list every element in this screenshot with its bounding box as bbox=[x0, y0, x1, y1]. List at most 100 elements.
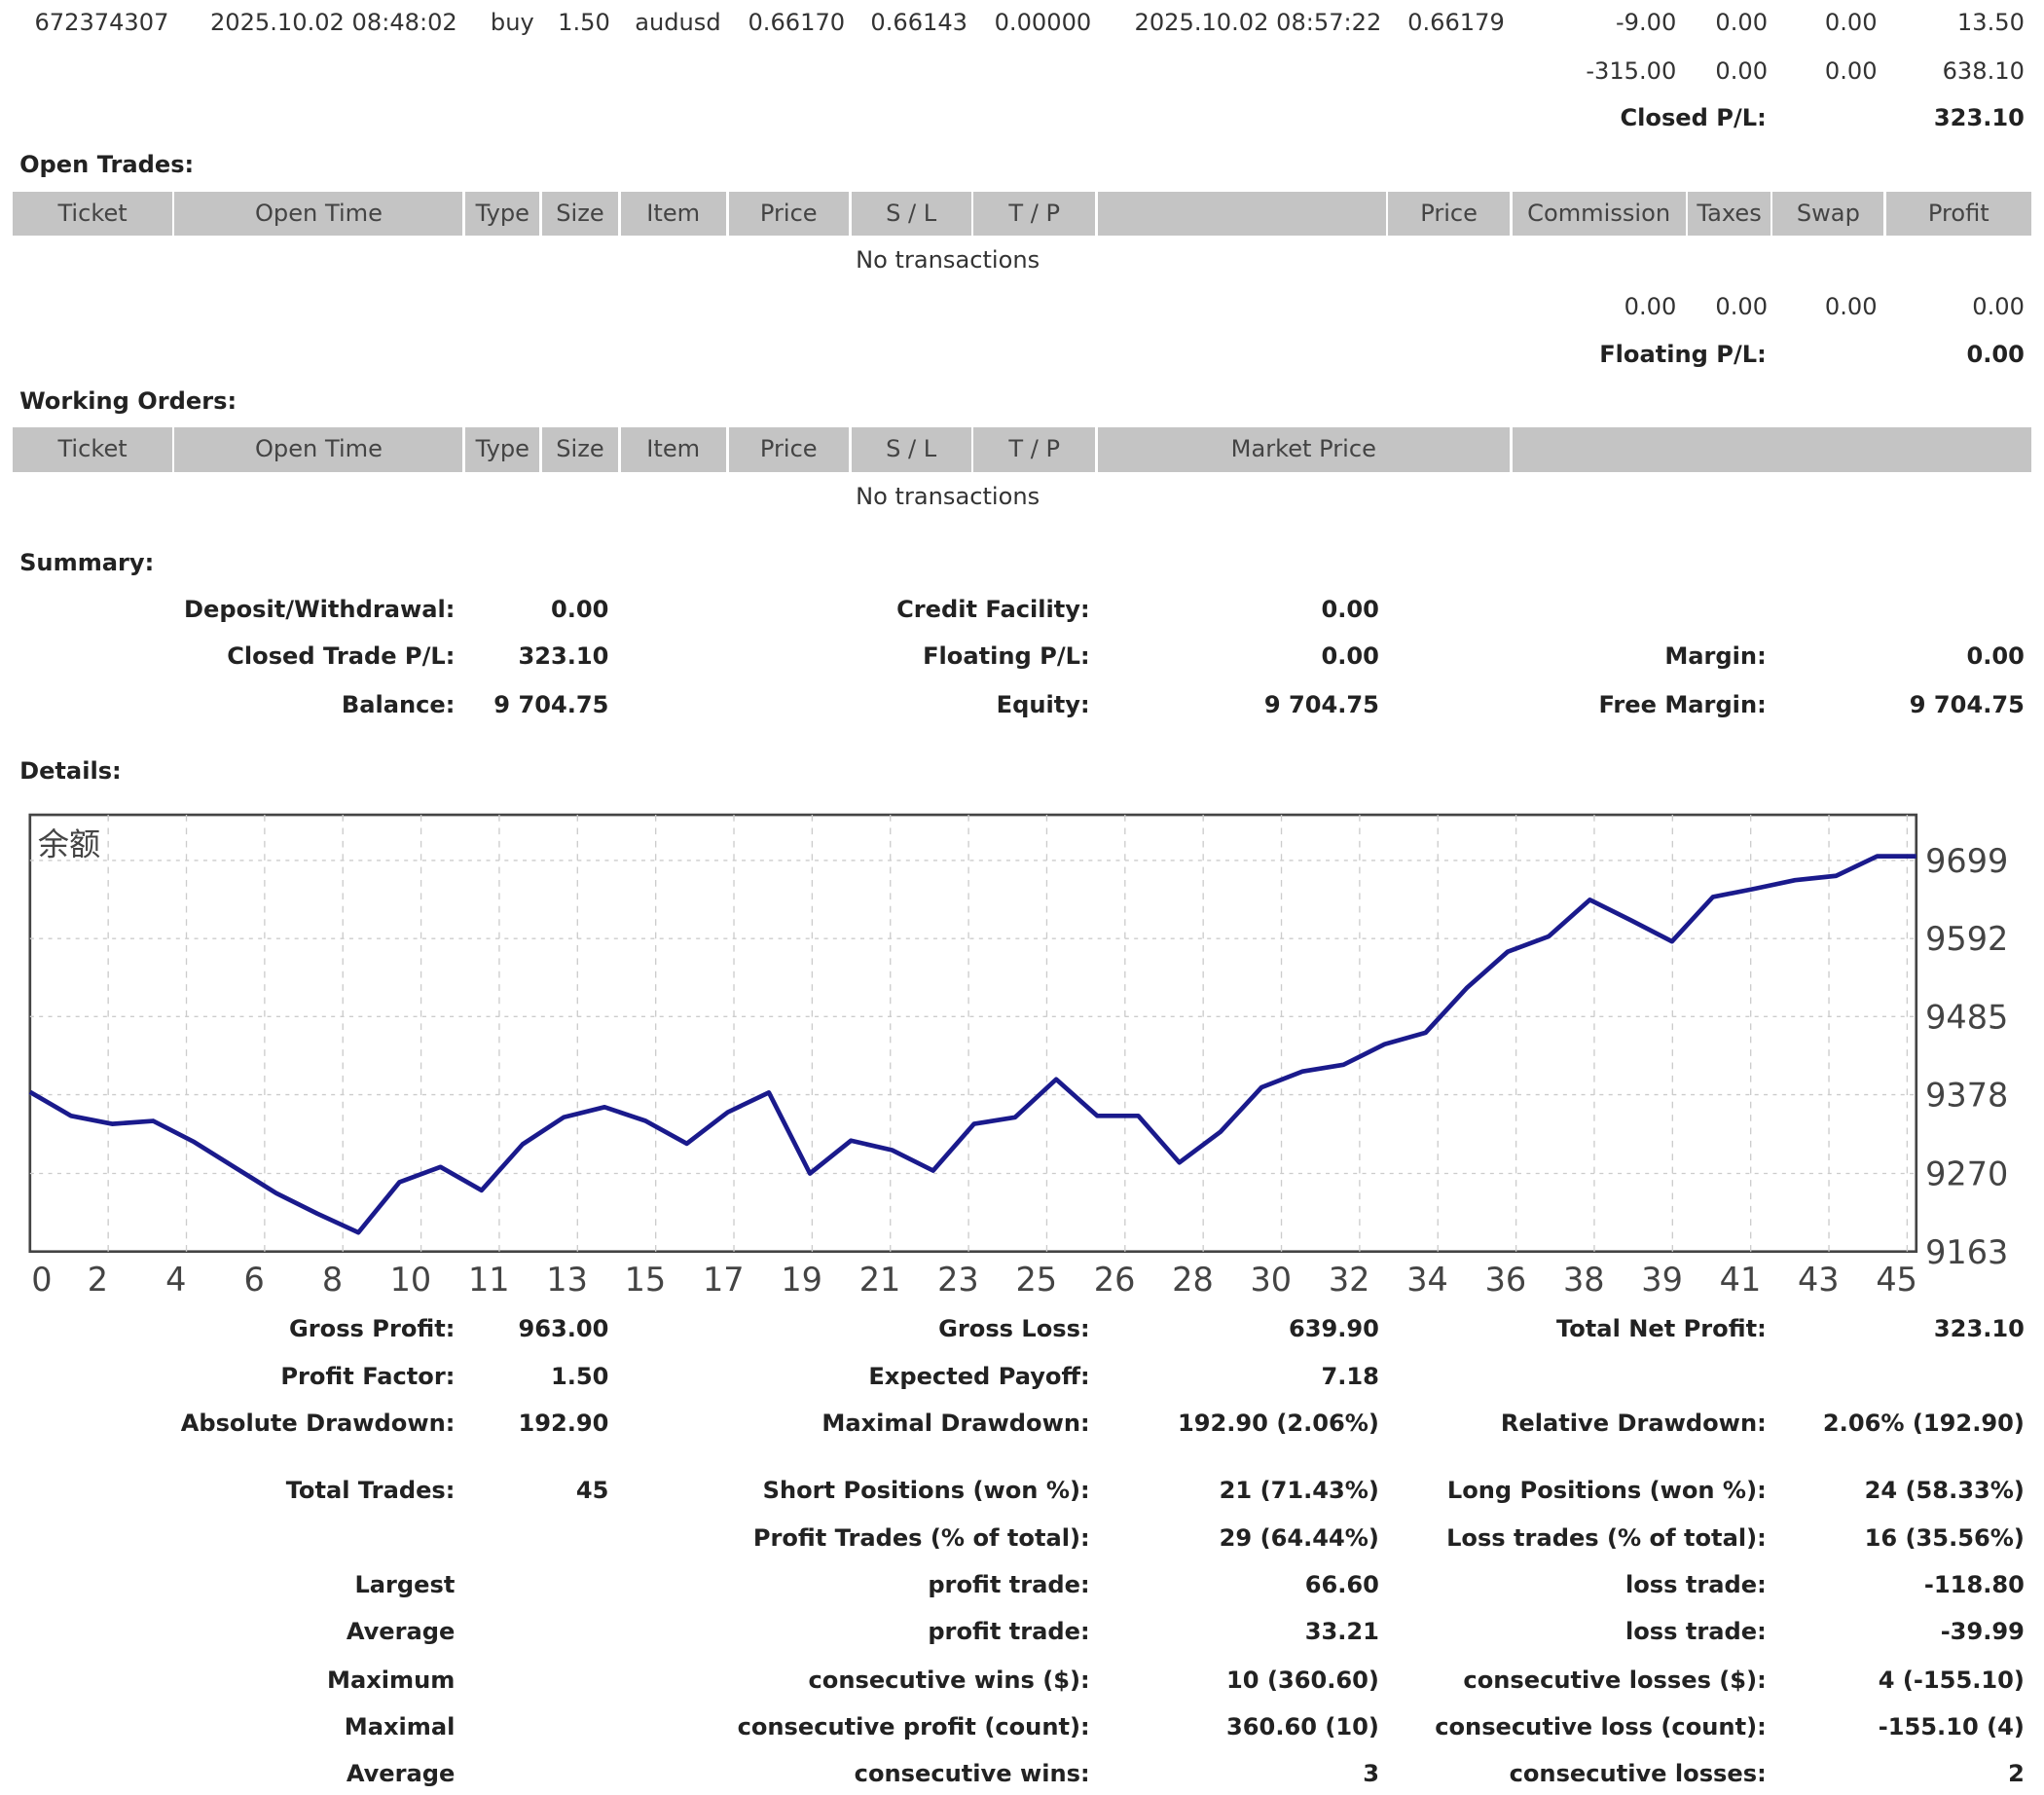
stat-value-2: 192.90 (2.06%) bbox=[1177, 1409, 1379, 1437]
x-tick-label: 6 bbox=[244, 1261, 265, 1299]
stat-value-2: 639.90 bbox=[1288, 1315, 1379, 1343]
open-swap: 0.00 bbox=[1824, 293, 1878, 321]
total-taxes: 0.00 bbox=[1715, 56, 1769, 85]
col-item: Item bbox=[620, 427, 726, 472]
open-time-cell: 2025.10.02 08:48:02 bbox=[209, 9, 457, 37]
stat-value-2: 33.21 bbox=[1304, 1618, 1379, 1646]
open-trades-empty: No transactions bbox=[856, 246, 1040, 275]
stat-label-1: Average bbox=[346, 1760, 456, 1788]
x-tick-label: 41 bbox=[1720, 1261, 1762, 1299]
stat-value-2: 21 (71.43%) bbox=[1219, 1477, 1379, 1505]
open-commission: 0.00 bbox=[1624, 293, 1677, 321]
y-tick-label: 9485 bbox=[1925, 998, 2008, 1036]
stat-value-2: 3 bbox=[1363, 1760, 1379, 1788]
credit-value: 0.00 bbox=[1321, 596, 1379, 624]
stat-value-2: 7.18 bbox=[1321, 1362, 1379, 1390]
total-commission: -315.00 bbox=[1586, 56, 1677, 85]
details-title: Details: bbox=[19, 757, 122, 786]
y-tick-label: 9592 bbox=[1925, 920, 2008, 958]
closed-trade-value: 323.10 bbox=[518, 642, 609, 671]
stat-label-2: Expected Payoff: bbox=[868, 1362, 1090, 1390]
open-trades-title: Open Trades: bbox=[19, 151, 195, 179]
x-tick-label: 28 bbox=[1172, 1261, 1214, 1299]
col-open-time: Open Time bbox=[174, 427, 463, 472]
price-cell: 0.66170 bbox=[748, 9, 846, 37]
free-margin-value: 9 704.75 bbox=[1909, 690, 2025, 718]
chart-title: 余额 bbox=[38, 826, 100, 863]
x-tick-label: 30 bbox=[1251, 1261, 1293, 1299]
x-tick-label: 23 bbox=[937, 1261, 979, 1299]
profit-cell: 13.50 bbox=[1956, 9, 2025, 37]
stat-value-1: 963.00 bbox=[518, 1315, 609, 1343]
x-tick-label: 10 bbox=[390, 1261, 432, 1299]
y-tick-label: 9699 bbox=[1925, 842, 2008, 880]
stat-label-1: Gross Profit: bbox=[289, 1315, 456, 1343]
floating-pl-label: Floating P/L: bbox=[1599, 340, 1767, 368]
x-tick-label: 19 bbox=[781, 1261, 822, 1299]
stat-label-3: Relative Drawdown: bbox=[1500, 1409, 1767, 1437]
stat-value-1: 1.50 bbox=[550, 1362, 609, 1390]
summary-title: Summary: bbox=[19, 548, 155, 576]
balance-label: Balance: bbox=[341, 690, 456, 718]
x-tick-label: 0 bbox=[31, 1261, 52, 1299]
x-tick-label: 11 bbox=[468, 1261, 510, 1299]
stat-value-1: 45 bbox=[575, 1477, 609, 1505]
col-tp: T / P bbox=[973, 191, 1095, 237]
col-ticket: Ticket bbox=[13, 427, 172, 472]
x-tick-label: 32 bbox=[1329, 1261, 1370, 1299]
stat-label-1: Absolute Drawdown: bbox=[180, 1409, 456, 1437]
floating-value: 0.00 bbox=[1321, 642, 1379, 671]
balance-line bbox=[28, 854, 1916, 1235]
open-profit: 0.00 bbox=[1972, 293, 2025, 321]
x-tick-label: 13 bbox=[546, 1261, 588, 1299]
col-price: Price bbox=[728, 191, 849, 237]
x-tick-label: 15 bbox=[625, 1261, 667, 1299]
working-orders-empty: No transactions bbox=[856, 482, 1040, 510]
stat-label-2: consecutive profit (count): bbox=[737, 1712, 1090, 1740]
stat-label-3: consecutive losses: bbox=[1509, 1760, 1767, 1788]
stat-label-1: Maximal bbox=[344, 1712, 456, 1740]
y-tick-label: 9378 bbox=[1925, 1077, 2008, 1115]
closed-trade-label: Closed Trade P/L: bbox=[227, 642, 456, 671]
stat-value-3: -155.10 (4) bbox=[1878, 1712, 2025, 1740]
stat-label-2: profit trade: bbox=[928, 1618, 1090, 1646]
stat-value-3: 2.06% (192.90) bbox=[1822, 1409, 2025, 1437]
col-ticket: Ticket bbox=[13, 191, 172, 237]
col-size: Size bbox=[542, 191, 618, 237]
deposit-label: Deposit/Withdrawal: bbox=[184, 596, 456, 624]
closed-pl-label: Closed P/L: bbox=[1620, 104, 1767, 132]
total-swap: 0.00 bbox=[1824, 56, 1878, 85]
col-price-2: Price bbox=[1388, 191, 1510, 237]
stat-label-3: consecutive losses ($): bbox=[1463, 1666, 1767, 1694]
tp-cell: 0.00000 bbox=[994, 9, 1092, 37]
x-tick-label: 36 bbox=[1485, 1261, 1527, 1299]
x-tick-label: 2 bbox=[88, 1261, 108, 1299]
stat-value-3: 24 (58.33%) bbox=[1864, 1477, 2025, 1505]
col-sl: S / L bbox=[851, 191, 971, 237]
close-price-cell: 0.66179 bbox=[1407, 9, 1505, 37]
equity-label: Equity: bbox=[996, 690, 1090, 718]
stat-label-2: consecutive wins: bbox=[854, 1760, 1090, 1788]
margin-value: 0.00 bbox=[1966, 642, 2025, 671]
x-tick-label: 34 bbox=[1406, 1261, 1448, 1299]
stat-value-2: 10 (360.60) bbox=[1226, 1666, 1379, 1694]
col-sl: S / L bbox=[851, 427, 971, 472]
y-tick-label: 9270 bbox=[1925, 1155, 2008, 1193]
stat-value-2: 66.60 bbox=[1304, 1570, 1379, 1598]
item-cell: audusd bbox=[635, 9, 721, 37]
working-orders-title: Working Orders: bbox=[19, 386, 237, 415]
total-profit: 638.10 bbox=[1942, 56, 2025, 85]
stat-value-3: -118.80 bbox=[1923, 1570, 2025, 1598]
stat-label-3: consecutive loss (count): bbox=[1435, 1712, 1767, 1740]
ticket-cell: 672374307 bbox=[34, 9, 169, 37]
col-price: Price bbox=[728, 427, 849, 472]
y-tick-label: 9163 bbox=[1925, 1233, 2008, 1271]
stat-label-2: Gross Loss: bbox=[938, 1315, 1090, 1343]
type-cell: buy bbox=[490, 9, 534, 37]
stat-label-1: Largest bbox=[354, 1570, 456, 1598]
stat-label-2: consecutive wins ($): bbox=[808, 1666, 1090, 1694]
stat-label-2: Maximal Drawdown: bbox=[821, 1409, 1090, 1437]
close-time-cell: 2025.10.02 08:57:22 bbox=[1134, 9, 1382, 37]
size-cell: 1.50 bbox=[558, 9, 610, 37]
stat-value-3: -39.99 bbox=[1940, 1618, 2025, 1646]
